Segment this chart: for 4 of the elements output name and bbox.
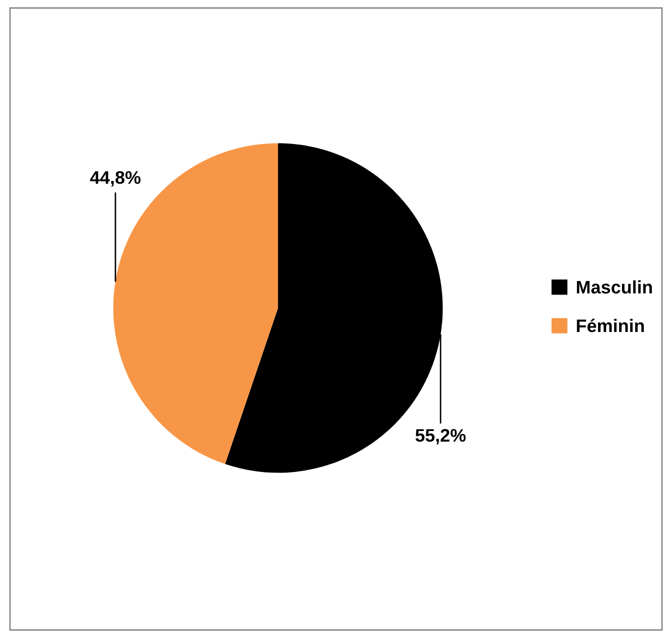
legend-label: Féminin (576, 318, 644, 332)
legend-label: Masculin (576, 280, 652, 294)
data-label: 55,2% (416, 429, 466, 444)
data-label: 44,8% (90, 171, 141, 187)
